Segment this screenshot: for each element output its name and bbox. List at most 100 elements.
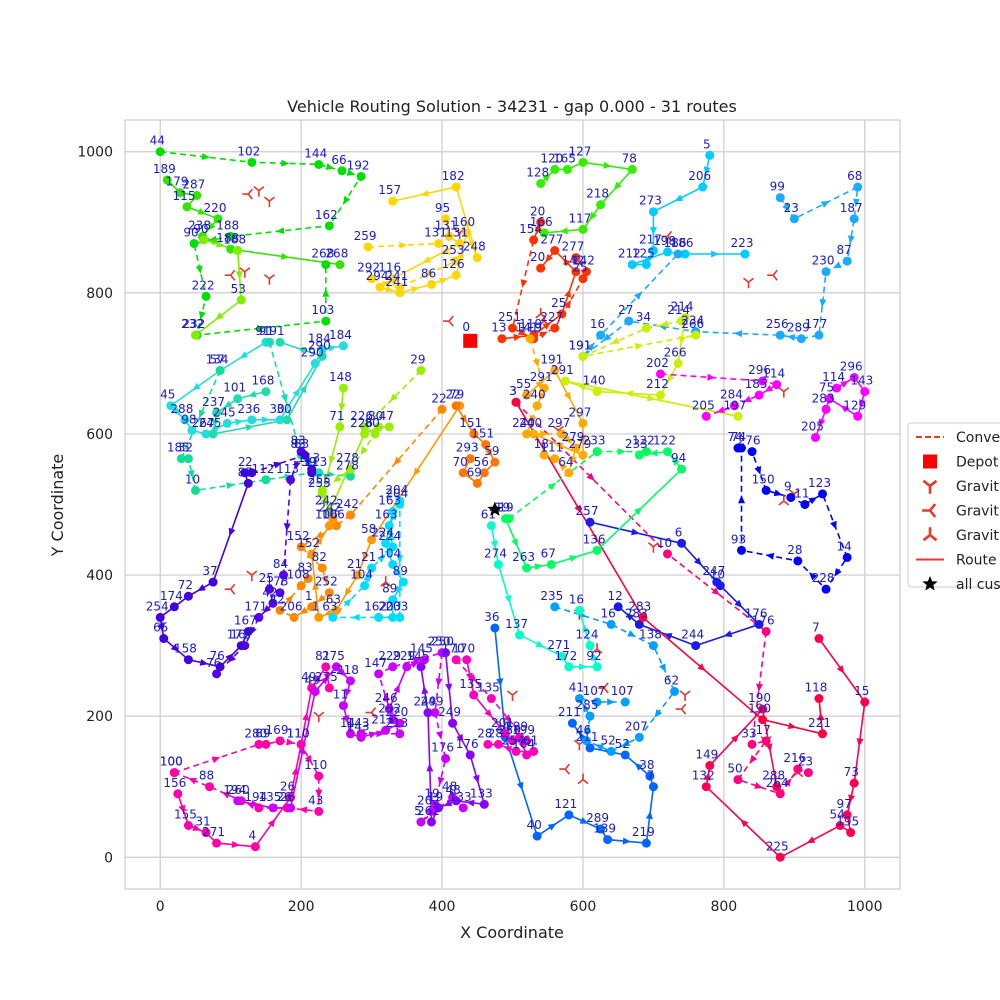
route-arrow <box>344 587 352 597</box>
customer-node <box>360 581 370 591</box>
route-arrow <box>659 663 666 673</box>
customer-label: 247 <box>702 564 725 578</box>
customer-node <box>853 182 863 192</box>
gravity-marker-tri-left <box>224 269 236 281</box>
customer-label: 47 <box>379 409 394 423</box>
customer-label: 202 <box>378 702 401 716</box>
customer-node <box>680 249 690 259</box>
customer-label: 83 <box>290 434 305 448</box>
route-arrow <box>343 598 352 607</box>
customer-label: 72 <box>178 578 193 592</box>
customer-label: 185 <box>745 377 768 391</box>
customer-node <box>641 323 651 333</box>
customer-label: 131 <box>424 225 447 239</box>
customer-node <box>522 563 532 573</box>
customer-label: 273 <box>639 194 662 208</box>
customer-label: 83 <box>290 437 305 451</box>
customer-label: 69 <box>467 465 482 479</box>
route-arrow <box>539 331 548 339</box>
customer-node <box>374 422 384 432</box>
customer-node <box>215 365 225 375</box>
route-arrow <box>326 470 336 478</box>
route-arrow <box>852 198 860 207</box>
customer-node <box>345 676 355 686</box>
legend: Conve Depot Gravit Gravit Gravit Route all cus <box>907 422 1000 593</box>
customer-node <box>388 507 398 517</box>
customer-label: 191 <box>540 352 563 366</box>
customer-node <box>441 753 451 763</box>
customer-label: 56 <box>474 455 489 469</box>
customer-label: 184 <box>329 328 352 342</box>
customer-label: 142 <box>572 254 595 268</box>
customer-label: 150 <box>752 472 775 486</box>
customer-node <box>736 443 746 453</box>
route-arrow <box>579 435 587 444</box>
customer-node <box>155 612 165 622</box>
legend-label: all cus <box>956 577 1000 593</box>
customer-node <box>691 330 701 340</box>
gravity-marker-tri-up <box>577 773 589 785</box>
route-arrow <box>315 789 323 798</box>
customer-node <box>585 641 595 651</box>
customer-node <box>536 217 546 227</box>
customer-label: 133 <box>449 790 472 804</box>
gravity-markers <box>224 185 804 785</box>
route-arrow <box>410 661 420 668</box>
route-arrow <box>315 536 323 546</box>
customer-node <box>374 669 384 679</box>
customer-node <box>317 351 327 361</box>
customer-label: 23 <box>798 755 813 769</box>
customer-node <box>758 376 768 386</box>
customer-label: 177 <box>805 317 828 331</box>
customer-node <box>705 150 715 160</box>
route-arrow <box>711 250 720 258</box>
route-arrow <box>426 763 434 772</box>
customer-label: 259 <box>354 229 377 243</box>
customer-node <box>842 810 852 820</box>
route-arrow <box>273 461 282 469</box>
customer-label: 164 <box>512 737 535 751</box>
customer-label: 241 <box>385 275 408 289</box>
route-arrow <box>420 189 430 197</box>
customer-node <box>324 221 334 231</box>
gravity-marker-tri-left <box>767 269 778 281</box>
customer-node <box>504 514 514 524</box>
customer-label: 296 <box>840 360 863 374</box>
customer-label: 184 <box>308 331 331 345</box>
route-arrow <box>338 668 347 677</box>
customer-node <box>236 295 246 305</box>
customer-node <box>233 246 243 256</box>
route-arrow <box>840 380 849 388</box>
route-arrow <box>421 685 429 695</box>
x-tick-label: 400 <box>429 899 456 915</box>
customer-label: 113 <box>297 451 320 465</box>
customer-label: 23 <box>784 201 799 215</box>
customer-node <box>853 411 863 421</box>
customer-node <box>254 739 264 749</box>
route-arrow <box>298 806 308 814</box>
route-arrow <box>783 778 792 787</box>
customer-node <box>698 182 708 192</box>
route-arrow <box>649 227 657 236</box>
customer-label: 185 <box>167 441 190 455</box>
customer-label: 191 <box>569 338 592 352</box>
customer-label: 230 <box>498 723 521 737</box>
route-arrow <box>496 678 504 687</box>
customer-label: 20 <box>530 204 545 218</box>
customer-label: 254 <box>146 599 169 613</box>
customer-label: 245 <box>199 416 222 430</box>
legend-entry: Gravit <box>922 503 999 520</box>
route-arrow <box>381 280 391 288</box>
route-arrow <box>504 594 512 604</box>
customer-label: 149 <box>695 748 718 762</box>
customer-label: 19 <box>428 790 443 804</box>
route-arrow <box>195 265 203 274</box>
route-arrow <box>586 472 595 481</box>
customer-label: 192 <box>347 158 370 172</box>
customer-node <box>314 159 324 169</box>
customer-label: 11 <box>333 688 348 702</box>
customer-node <box>849 778 859 788</box>
customer-node <box>192 190 202 200</box>
customer-node <box>388 715 398 725</box>
